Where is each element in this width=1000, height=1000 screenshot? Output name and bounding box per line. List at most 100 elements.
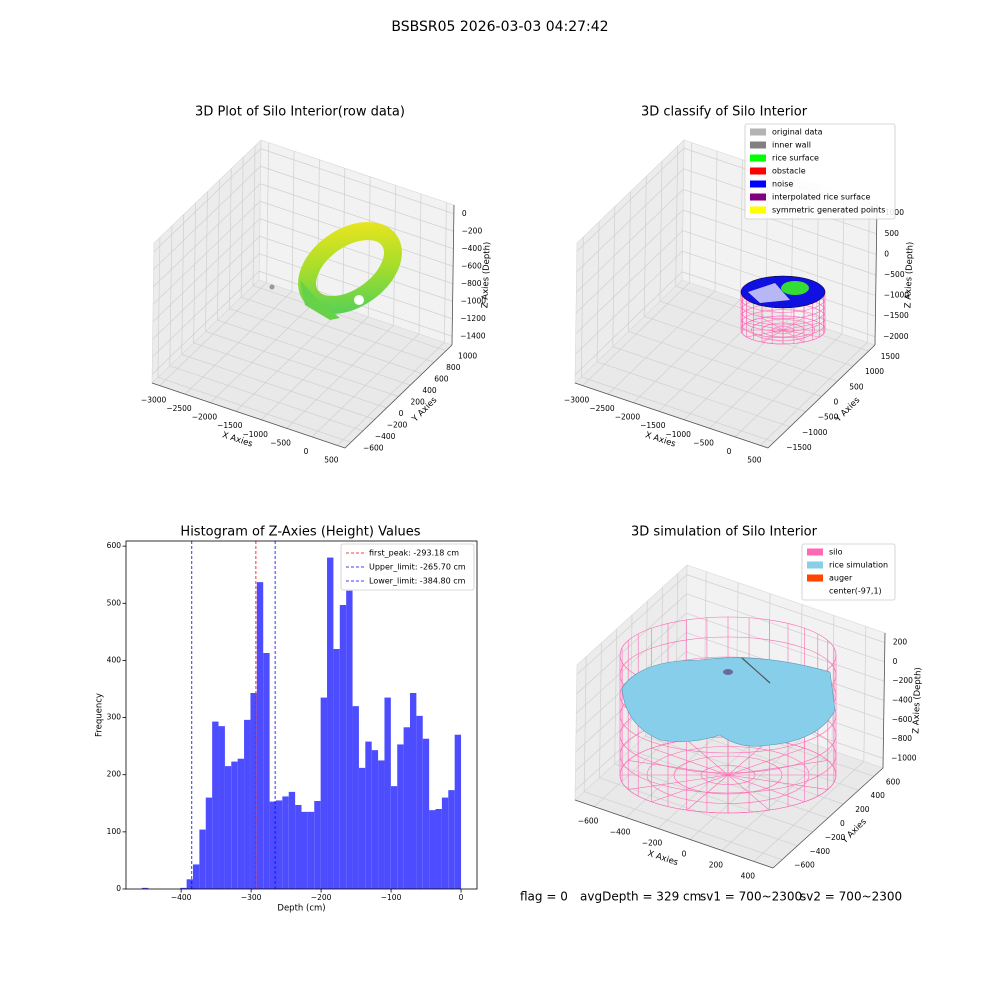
legend-swatch — [750, 154, 766, 162]
bar — [288, 791, 296, 889]
x-tick-label: 400 — [741, 871, 756, 880]
y-tick-label: 300 — [107, 713, 122, 722]
wire — [651, 747, 729, 776]
grid-line — [575, 250, 683, 355]
grid-line — [266, 142, 269, 283]
grid-line — [252, 285, 447, 352]
grid-line — [629, 749, 829, 819]
bar — [218, 726, 225, 889]
x-tick-label: −2000 — [615, 413, 641, 422]
bar — [365, 741, 372, 889]
y-tick-label: 0 — [834, 398, 839, 407]
grid-line — [686, 574, 885, 643]
bar — [263, 653, 270, 889]
x-tick-label: −2500 — [589, 404, 615, 413]
legend-swatch — [750, 167, 766, 175]
bar — [422, 738, 430, 889]
y-tick-label: 0 — [840, 819, 845, 828]
grid-line — [152, 253, 260, 358]
bar — [409, 693, 417, 889]
wire — [746, 322, 784, 331]
legend-swatch — [807, 587, 823, 595]
y-tick-label: 0 — [399, 409, 404, 418]
wire — [782, 329, 820, 338]
z-tick-label: −1400 — [460, 331, 486, 340]
y-tick-label: 600 — [434, 375, 449, 384]
grid-line — [157, 376, 352, 443]
x-tick-label: −2000 — [192, 413, 218, 422]
grid-line — [217, 319, 411, 386]
x-tick-label: −400 — [610, 828, 631, 837]
chart-title: Histogram of Z-Axies (Height) Values — [180, 525, 420, 540]
z-tick-label: −400 — [461, 244, 482, 253]
y-tick-label: 400 — [871, 791, 886, 800]
y-tick-label: −400 — [809, 847, 830, 856]
z-axis-label: Z Axies (Depth) — [911, 667, 923, 734]
z-axis-line — [451, 204, 455, 346]
wire — [686, 739, 729, 776]
legend-label: symmetric generated points — [772, 206, 885, 215]
legend-label: silo — [829, 548, 843, 557]
grid-line — [205, 191, 208, 332]
bar — [269, 801, 276, 889]
grid-line — [628, 331, 822, 397]
x-tick-label: −500 — [693, 438, 714, 447]
bar — [384, 697, 391, 889]
grid-line — [683, 189, 877, 255]
z-tick-label: −800 — [461, 279, 482, 288]
y-tick-label: 0 — [116, 884, 121, 893]
legend-label: noise — [772, 180, 793, 189]
footer-text: sv1 = 700~2300 — [700, 890, 802, 904]
bar — [416, 715, 423, 889]
bar — [371, 750, 379, 889]
y-axis-line — [767, 344, 876, 449]
chart-title: 3D Plot of Silo Interior(row data) — [195, 105, 405, 120]
grid-line — [152, 218, 261, 323]
legend-box — [744, 123, 896, 220]
z-tick-label: −800 — [891, 734, 912, 743]
bar — [327, 557, 334, 889]
x-tick-label: −3000 — [564, 396, 590, 405]
point-cloud — [748, 283, 790, 303]
grid-line — [575, 209, 684, 314]
x-tick-label: −3000 — [141, 396, 167, 405]
z-tick-label: −200 — [892, 676, 913, 685]
bar — [205, 797, 213, 889]
y-tick-label: 600 — [886, 777, 901, 786]
y-tick-label: −200 — [387, 420, 408, 429]
x-tick-label: −100 — [381, 893, 402, 902]
x-axis-line — [574, 382, 769, 449]
legend-label: interpolated rice surface — [772, 193, 870, 202]
bar — [199, 829, 206, 889]
chart-title: 3D classify of Silo Interior — [641, 105, 808, 120]
x-axis-line — [151, 382, 346, 449]
bar — [193, 864, 200, 889]
auger — [741, 657, 771, 684]
legend-label: auger — [829, 574, 853, 583]
point-cloud — [269, 284, 275, 290]
grid-line — [584, 791, 783, 860]
z-axis-line — [874, 204, 878, 346]
grid-line — [169, 365, 363, 432]
wire — [727, 760, 828, 776]
legend-box — [801, 543, 896, 601]
grid-line — [153, 148, 262, 253]
grid-line — [152, 200, 261, 305]
x-tick-label: −300 — [241, 893, 262, 902]
grid-line — [581, 376, 775, 443]
grid-line — [644, 316, 838, 382]
bar — [378, 760, 385, 889]
grid-line — [181, 214, 185, 355]
legend-swatch — [750, 206, 766, 214]
grid-line — [612, 346, 806, 412]
grid-line — [444, 202, 447, 343]
grid-line — [682, 209, 877, 276]
bar — [244, 719, 251, 889]
x-tick-label: −500 — [270, 438, 291, 447]
z-tick-label: −2000 — [883, 332, 909, 341]
z-axis-line — [882, 632, 886, 769]
bar — [212, 721, 219, 889]
legend-label: first_peak: -293.18 cm — [369, 549, 459, 558]
grid-line — [682, 230, 876, 296]
grid-line — [686, 612, 885, 682]
